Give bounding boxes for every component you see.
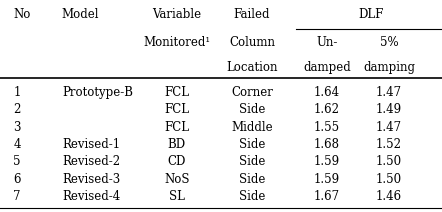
Text: Revised-1: Revised-1 bbox=[62, 138, 120, 151]
Text: 1.49: 1.49 bbox=[376, 103, 402, 116]
Text: Corner: Corner bbox=[231, 86, 273, 99]
Text: Side: Side bbox=[239, 190, 265, 203]
Text: Revised-3: Revised-3 bbox=[62, 173, 120, 186]
Text: 1.52: 1.52 bbox=[376, 138, 402, 151]
Text: 6: 6 bbox=[13, 173, 21, 186]
Text: NoS: NoS bbox=[164, 173, 190, 186]
Text: Monitored¹: Monitored¹ bbox=[143, 36, 210, 49]
Text: 1.46: 1.46 bbox=[376, 190, 402, 203]
Text: 1.55: 1.55 bbox=[314, 121, 340, 134]
Text: 3: 3 bbox=[13, 121, 21, 134]
Text: CD: CD bbox=[168, 155, 186, 168]
Text: 1.50: 1.50 bbox=[376, 155, 402, 168]
Text: 1.47: 1.47 bbox=[376, 121, 402, 134]
Text: Location: Location bbox=[226, 61, 278, 74]
Text: 5: 5 bbox=[13, 155, 21, 168]
Text: 1.47: 1.47 bbox=[376, 86, 402, 99]
Text: FCL: FCL bbox=[164, 121, 189, 134]
Text: 2: 2 bbox=[13, 103, 21, 116]
Text: Un-: Un- bbox=[316, 36, 338, 49]
Text: Side: Side bbox=[239, 155, 265, 168]
Text: FCL: FCL bbox=[164, 103, 189, 116]
Text: damped: damped bbox=[303, 61, 351, 74]
Text: 1: 1 bbox=[13, 86, 21, 99]
Text: Prototype-B: Prototype-B bbox=[62, 86, 133, 99]
Text: Revised-2: Revised-2 bbox=[62, 155, 120, 168]
Text: DLF: DLF bbox=[358, 8, 384, 21]
Text: Column: Column bbox=[229, 36, 275, 49]
Text: 1.67: 1.67 bbox=[314, 190, 340, 203]
Text: Side: Side bbox=[239, 173, 265, 186]
Text: Side: Side bbox=[239, 103, 265, 116]
Text: Side: Side bbox=[239, 138, 265, 151]
Text: 1.50: 1.50 bbox=[376, 173, 402, 186]
Text: No: No bbox=[13, 8, 30, 21]
Text: Revised-4: Revised-4 bbox=[62, 190, 120, 203]
Text: 4: 4 bbox=[13, 138, 21, 151]
Text: damping: damping bbox=[363, 61, 415, 74]
Text: 7: 7 bbox=[13, 190, 21, 203]
Text: FCL: FCL bbox=[164, 86, 189, 99]
Text: 1.62: 1.62 bbox=[314, 103, 340, 116]
Text: Variable: Variable bbox=[152, 8, 202, 21]
Text: SL: SL bbox=[169, 190, 185, 203]
Text: 1.64: 1.64 bbox=[314, 86, 340, 99]
Text: Model: Model bbox=[62, 8, 99, 21]
Text: 1.59: 1.59 bbox=[314, 173, 340, 186]
Text: 1.68: 1.68 bbox=[314, 138, 340, 151]
Text: BD: BD bbox=[168, 138, 186, 151]
Text: Failed: Failed bbox=[234, 8, 270, 21]
Text: Middle: Middle bbox=[231, 121, 273, 134]
Text: 5%: 5% bbox=[380, 36, 398, 49]
Text: 1.59: 1.59 bbox=[314, 155, 340, 168]
